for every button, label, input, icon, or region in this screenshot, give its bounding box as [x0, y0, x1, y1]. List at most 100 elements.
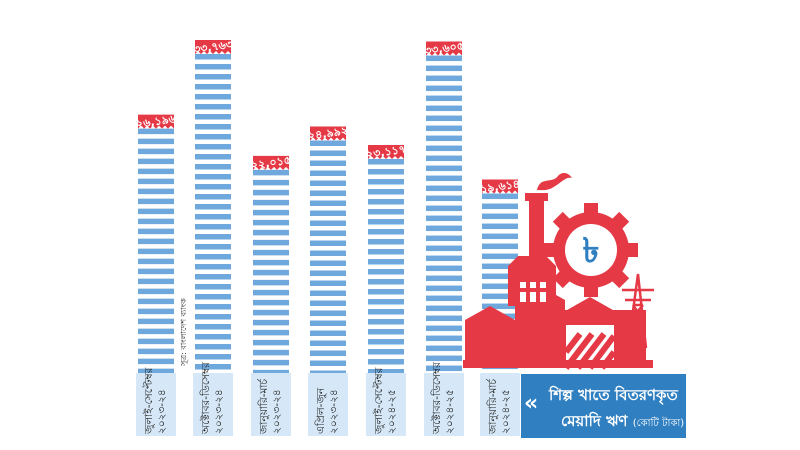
bar-stripe: [482, 213, 518, 220]
bar: [426, 55, 462, 372]
bar-stripe: [426, 105, 462, 112]
category-label: জুলাই-সেপ্টেম্বর: [372, 366, 385, 435]
bar-stripe: [253, 319, 289, 326]
bar-stripe: [426, 265, 462, 272]
bar-stripe: [195, 124, 231, 130]
category-year: ২০২৩-২৪: [328, 389, 340, 434]
bar: [138, 128, 174, 373]
bar-stripe: [426, 325, 462, 332]
bar-stripe: [195, 94, 231, 100]
value-label: ২৪,৯৯২: [307, 124, 348, 142]
bar-stripe: [195, 234, 231, 240]
bar-stripe: [368, 169, 404, 175]
bar-stripe: [138, 338, 174, 345]
bar-stripe: [138, 158, 174, 165]
bar-stripe: [310, 230, 346, 237]
bar-stripe: [195, 74, 231, 80]
value-tag: [138, 114, 174, 129]
bar-stripe: [426, 75, 462, 82]
bar-stripe: [138, 178, 174, 185]
bar-stripe: [310, 170, 346, 177]
bar-stripe: [253, 349, 289, 356]
bar-stripe: [138, 228, 174, 235]
value-label: ৩৩,৭৬৩: [192, 38, 233, 56]
category-label: অক্টোবর-ডিসেম্বর: [430, 361, 443, 435]
bar-stripe: [195, 304, 231, 310]
bar-stripe: [195, 344, 231, 350]
bar-stripe: [426, 235, 462, 242]
value-tag: [310, 126, 346, 141]
bar-stripe: [253, 179, 289, 186]
category-year: ২০২৪-২৫: [386, 389, 398, 434]
bar-stripe: [253, 299, 289, 306]
bar-stripe: [482, 233, 518, 240]
category-label: অক্টোবর-ডিসেম্বর: [199, 361, 212, 435]
value-label: ২৩,১১৭: [365, 143, 406, 161]
bar-stripe: [310, 290, 346, 297]
bar-stripe: [368, 299, 404, 305]
smoke: [537, 172, 572, 191]
bar-stripe: [482, 303, 518, 310]
bar-stripe: [310, 190, 346, 197]
bar-stripe: [482, 223, 518, 230]
category-label: জানুয়ারি-মার্চ: [257, 378, 270, 435]
chart-title-box: « শিল্প খাতে বিতরণকৃত মেয়াদি ঋণ (কোটি ট…: [521, 374, 686, 438]
bar-stripe: [368, 319, 404, 325]
bar-stripe: [482, 203, 518, 210]
bar-stripe: [310, 370, 346, 373]
bar-stripe: [310, 160, 346, 167]
bar-stripe: [138, 288, 174, 295]
value-tag: [253, 155, 289, 170]
bar-stripe: [368, 269, 404, 275]
category-label: জানুয়ারি-মার্চ: [486, 378, 499, 435]
bar-stripe: [482, 273, 518, 280]
chart-title: শিল্প খাতে বিতরণকৃত: [549, 386, 678, 404]
bar-stripe: [310, 360, 346, 367]
bar-stripe: [368, 349, 404, 355]
bar-stripe: [195, 264, 231, 270]
bar-stripe: [368, 279, 404, 285]
chevron-left-icon: «: [524, 391, 539, 416]
category-label: এপ্রিল-জুন: [314, 387, 327, 434]
value-tag: [482, 179, 518, 194]
bar-stripe: [368, 359, 404, 365]
category-box: [480, 373, 520, 436]
bar-stripe: [368, 369, 404, 373]
bar: [368, 159, 404, 373]
bar-stripe: [426, 135, 462, 142]
bar-stripe: [482, 253, 518, 260]
bar-stripe: [426, 275, 462, 282]
bar-stripe: [253, 269, 289, 276]
value-tag: [195, 40, 231, 54]
bar-stripe: [195, 184, 231, 190]
category-year: ২০২৩-২৪: [271, 389, 283, 434]
bar-stripe: [310, 340, 346, 347]
bar-stripe: [138, 208, 174, 215]
bar-stripe: [138, 318, 174, 325]
bar-stripe: [138, 268, 174, 275]
bar-stripe: [138, 238, 174, 245]
bar-stripe: [138, 258, 174, 265]
bar-stripe: [253, 279, 289, 286]
bar-stripe: [138, 358, 174, 365]
gear-icon: ৳: [544, 203, 638, 297]
bar-stripe: [195, 294, 231, 300]
bar-stripe: [138, 198, 174, 205]
chart-title-line2: মেয়াদি ঋণ: [561, 412, 628, 430]
bar-stripe: [310, 330, 346, 337]
bar-stripe: [253, 239, 289, 246]
bar-stripe: [310, 300, 346, 307]
bar-stripe: [310, 200, 346, 207]
value-label: ২২,০১৫: [250, 154, 291, 172]
bar-stripe: [195, 164, 231, 170]
bar-stripe: [253, 169, 289, 176]
bar-stripe: [310, 260, 346, 267]
bar-stripe: [253, 309, 289, 316]
bar-stripe: [253, 249, 289, 256]
bar-stripe: [253, 229, 289, 236]
value-tag: [426, 41, 462, 56]
bar-stripe: [426, 65, 462, 72]
bar-stripe: [253, 369, 289, 373]
